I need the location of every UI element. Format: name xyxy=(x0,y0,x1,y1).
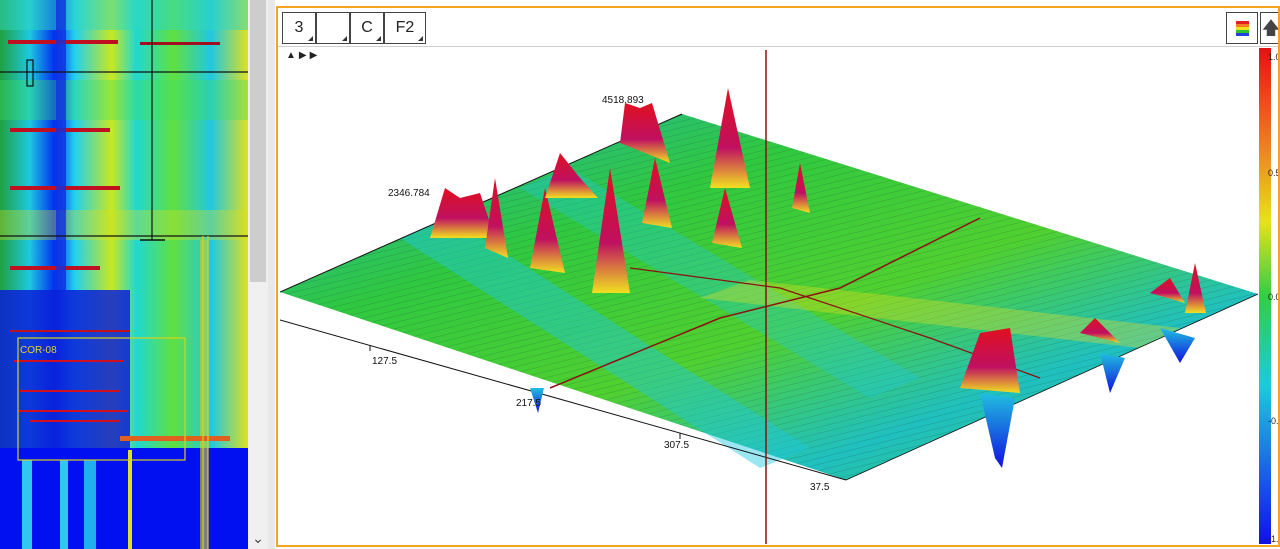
vertical-scrollbar[interactable]: ⌄ xyxy=(248,0,268,549)
axis-tick-label: 217.5 xyxy=(516,398,541,409)
colorbar-tick: -0.50 xyxy=(1268,416,1279,426)
plot-toolbar: 3 C F2 🡅 xyxy=(278,8,1278,47)
peak-value-label: 4518.893 xyxy=(602,95,644,106)
arrow-up-button[interactable]: 🡅 xyxy=(1260,12,1280,44)
pane-splitter[interactable] xyxy=(268,0,275,549)
palette-icon xyxy=(1236,21,1249,36)
option-button[interactable] xyxy=(316,12,350,44)
fast-forward-icon[interactable]: ▶▶ xyxy=(298,50,321,61)
heatmap-pane[interactable]: COR-08 xyxy=(0,0,248,549)
axis-tick-label: 37.5 xyxy=(810,482,830,493)
axis-tick-label: 127.5 xyxy=(372,356,397,367)
axis-tick-label: 307.5 xyxy=(664,440,689,451)
overlay-label: COR-08 xyxy=(20,345,57,356)
scrollbar-thumb[interactable] xyxy=(250,0,266,282)
color-mode-label: C xyxy=(361,19,373,36)
peak-value-label: 2346.784 xyxy=(388,188,430,199)
colorbar-tick: -1.0 xyxy=(1268,534,1279,544)
colorbar-tick: 0.00 xyxy=(1268,292,1278,302)
nav-icons: ▲▶▶ xyxy=(286,50,320,61)
color-mode-button[interactable]: C xyxy=(350,12,384,44)
collapse-up-icon[interactable]: ▲ xyxy=(286,50,299,61)
filter-label: F2 xyxy=(395,19,415,36)
colorbar-tick: 0.50 xyxy=(1268,168,1278,178)
view-mode-button[interactable]: 3 xyxy=(282,12,316,44)
colorbar xyxy=(1259,48,1271,544)
surface-plot-panel: 3 C F2 🡅 ▲▶▶ xyxy=(276,6,1280,547)
chevron-down-icon[interactable]: ⌄ xyxy=(252,530,264,546)
view-mode-label: 3 xyxy=(294,19,304,36)
surface-3d-plot[interactable]: 127.5 217.5 307.5 37.5 4518.893 2346.784 xyxy=(280,48,1258,544)
palette-button[interactable] xyxy=(1226,12,1258,44)
colorbar-tick: 1.0 xyxy=(1268,52,1280,62)
arrow-up-icon: 🡅 xyxy=(1261,18,1280,38)
filter-button[interactable]: F2 xyxy=(384,12,426,44)
